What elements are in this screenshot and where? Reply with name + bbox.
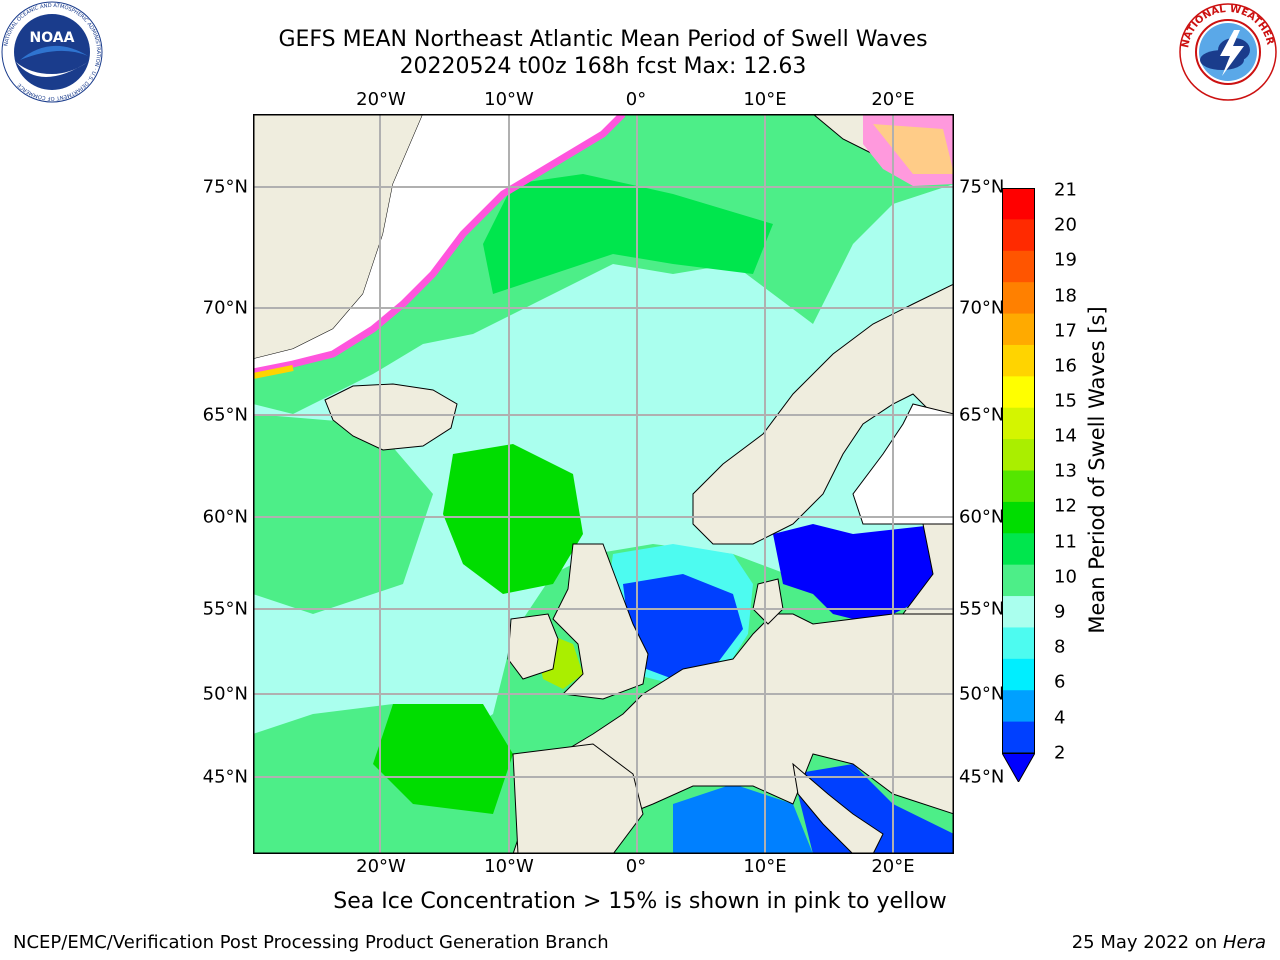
map-title: GEFS MEAN Northeast Atlantic Mean Period… (278, 27, 928, 52)
colorbar-tick-18: 18 (1054, 285, 1077, 307)
colorbar-tick-15: 15 (1054, 390, 1077, 412)
footer-credit: NCEP/EMC/Verification Post Processing Pr… (13, 932, 609, 953)
colorbar-tick-8: 8 (1054, 636, 1066, 658)
colorbar-segment (1002, 596, 1035, 628)
map-frame (253, 114, 954, 854)
colorbar-segment (1002, 313, 1035, 346)
lat-label-left-60n: 60°N (202, 506, 248, 528)
sea-ice-edge (253, 114, 626, 376)
graticule (253, 114, 954, 854)
colorbar-segment (1002, 344, 1035, 377)
noaa-logo-text: NOAA (30, 30, 75, 46)
lat-label-left-50n: 50°N (202, 683, 248, 705)
sea-ice-edge-high (253, 365, 294, 379)
colorbar-tick-16: 16 (1054, 355, 1077, 377)
colorbar-segment (1002, 219, 1035, 252)
lon-label-top-20e: 20°E (871, 89, 915, 110)
italy-land (792, 762, 884, 854)
nws-logo: NATIONAL WEATHER SERVICE (1178, 2, 1277, 101)
ireland-land (507, 613, 559, 680)
colorbar-segment (1002, 627, 1035, 660)
lat-label-right-65n: 65°N (959, 404, 1005, 426)
lon-label-top-10e: 10°E (743, 89, 787, 110)
lon-label-top-20w: 20°W (356, 89, 406, 110)
lat-label-left-70n: 70°N (202, 297, 248, 319)
colorbar-segment (1002, 533, 1035, 566)
lat-label-right-45n: 45°N (959, 766, 1005, 788)
lat-label-left-45n: 45°N (202, 766, 248, 788)
colorbar-segment (1002, 658, 1035, 691)
colorbar (1002, 188, 1035, 782)
lat-label-right-50n: 50°N (959, 683, 1005, 705)
map-subtitle: 20220524 t00z 168h fcst Max: 12.63 (399, 54, 807, 79)
lon-label-bottom-10e: 10°E (743, 856, 787, 877)
colorbar-tick-10: 10 (1054, 566, 1077, 588)
colorbar-tick-6: 6 (1054, 671, 1066, 693)
swell-band-8-9s (253, 184, 954, 734)
baltic-under-2s (773, 524, 954, 624)
colorbar-segment (1002, 282, 1035, 315)
swell-band-9-10s-west (253, 414, 433, 614)
lat-label-right-75n: 75°N (959, 176, 1005, 198)
colorbar-segment (1002, 376, 1035, 409)
swell-band-10-11s-south (373, 704, 513, 814)
colorbar-segment (1002, 470, 1035, 503)
colorbar-tick-13: 13 (1054, 460, 1077, 482)
colorbar-segment (1002, 439, 1035, 471)
denmark-land (752, 578, 784, 625)
colorbar-segment (1002, 250, 1035, 283)
colorbar-tick-12: 12 (1054, 495, 1077, 517)
lon-label-top-0: 0° (625, 89, 647, 110)
bothnia-ice (852, 403, 954, 525)
map-canvas (253, 114, 954, 854)
footer-date: 25 May 2022 on Hera (1072, 932, 1266, 953)
lon-label-bottom-10w: 10°W (484, 856, 534, 877)
lat-label-right-70n: 70°N (959, 297, 1005, 319)
colorbar-tick-17: 17 (1054, 320, 1077, 342)
colorbar-segment (1002, 690, 1035, 723)
lat-label-left-75n: 75°N (202, 176, 248, 198)
colorbar-tick-20: 20 (1054, 214, 1077, 236)
lon-label-bottom-20e: 20°E (871, 856, 915, 877)
colorbar-segment (1002, 407, 1035, 440)
colorbar-frame (1002, 188, 1035, 754)
colorbar-tick-4: 4 (1054, 707, 1066, 729)
colorbar-under-triangle (1002, 752, 1035, 782)
colorbar-segment (1002, 564, 1035, 597)
lat-label-right-60n: 60°N (959, 506, 1005, 528)
lon-label-bottom-20w: 20°W (356, 856, 406, 877)
swell-band-10-11s-core (443, 444, 583, 594)
colorbar-tick-11: 11 (1054, 531, 1077, 553)
sea-ice-caption: Sea Ice Concentration > 15% is shown in … (333, 889, 947, 914)
northsea-2-4s (623, 574, 743, 679)
iberia-land (512, 743, 644, 854)
great-britain-land (552, 543, 649, 700)
colorbar-title: Mean Period of Swell Waves [s] (1085, 306, 1109, 634)
colorbar-tick-14: 14 (1054, 425, 1077, 447)
colorbar-segment (1002, 721, 1035, 754)
lon-label-top-10w: 10°W (484, 89, 534, 110)
map-panel[interactable] (253, 114, 954, 854)
lat-label-left-65n: 65°N (202, 404, 248, 426)
colorbar-segment (1002, 501, 1035, 534)
colorbar-segment (1002, 188, 1035, 220)
colorbar-tick-21: 21 (1054, 179, 1077, 201)
lat-label-left-55n: 55°N (202, 598, 248, 620)
colorbar-tick-9: 9 (1054, 601, 1066, 623)
footer-host: Hera (1222, 932, 1266, 953)
swell-band-10s-north (483, 174, 773, 294)
noaa-logo: NOAA NATIONAL OCEANIC AND ATMOSPHERIC AD… (1, 1, 103, 103)
colorbar-tick-2: 2 (1054, 742, 1066, 764)
footer-date-text: 25 May 2022 on (1071, 932, 1223, 953)
colorbar-tick-19: 19 (1054, 249, 1077, 271)
sea-ice-area (253, 114, 623, 372)
lon-label-bottom-0: 0° (625, 856, 647, 877)
lat-label-right-55n: 55°N (959, 598, 1005, 620)
mediterranean-2-4s (673, 784, 813, 854)
